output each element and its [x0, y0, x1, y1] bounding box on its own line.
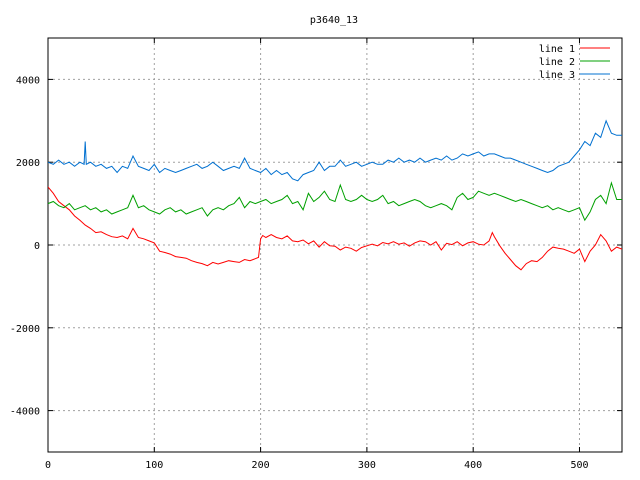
x-tick-label: 400 — [464, 460, 482, 471]
x-tick-label: 300 — [358, 460, 376, 471]
legend: line 1 line 2 line 3 — [539, 44, 610, 81]
y-tick-label: 4000 — [16, 75, 40, 86]
chart-title: p3640_13 — [310, 15, 358, 26]
y-tick-label: -4000 — [10, 407, 40, 418]
axes: 0 100 200 300 400 500 -4000 -2000 0 2000 4000 — [10, 37, 623, 471]
y-tick-label: -2000 — [10, 324, 40, 335]
x-tick-label: 100 — [145, 460, 163, 471]
legend-label-3: line 3 — [539, 70, 575, 81]
series-line-2 — [48, 181, 622, 222]
x-tick-label: 200 — [252, 460, 270, 471]
grid — [48, 38, 622, 452]
legend-label-2: line 2 — [539, 57, 575, 68]
x-tick-label: 500 — [570, 460, 588, 471]
x-tick-label: 0 — [45, 460, 51, 471]
series-group — [48, 119, 622, 271]
series-line-1 — [48, 186, 622, 271]
y-tick-label: 2000 — [16, 158, 40, 169]
series-line-3 — [48, 119, 622, 182]
y-tick-label: 0 — [34, 241, 40, 252]
legend-label-1: line 1 — [539, 44, 575, 55]
